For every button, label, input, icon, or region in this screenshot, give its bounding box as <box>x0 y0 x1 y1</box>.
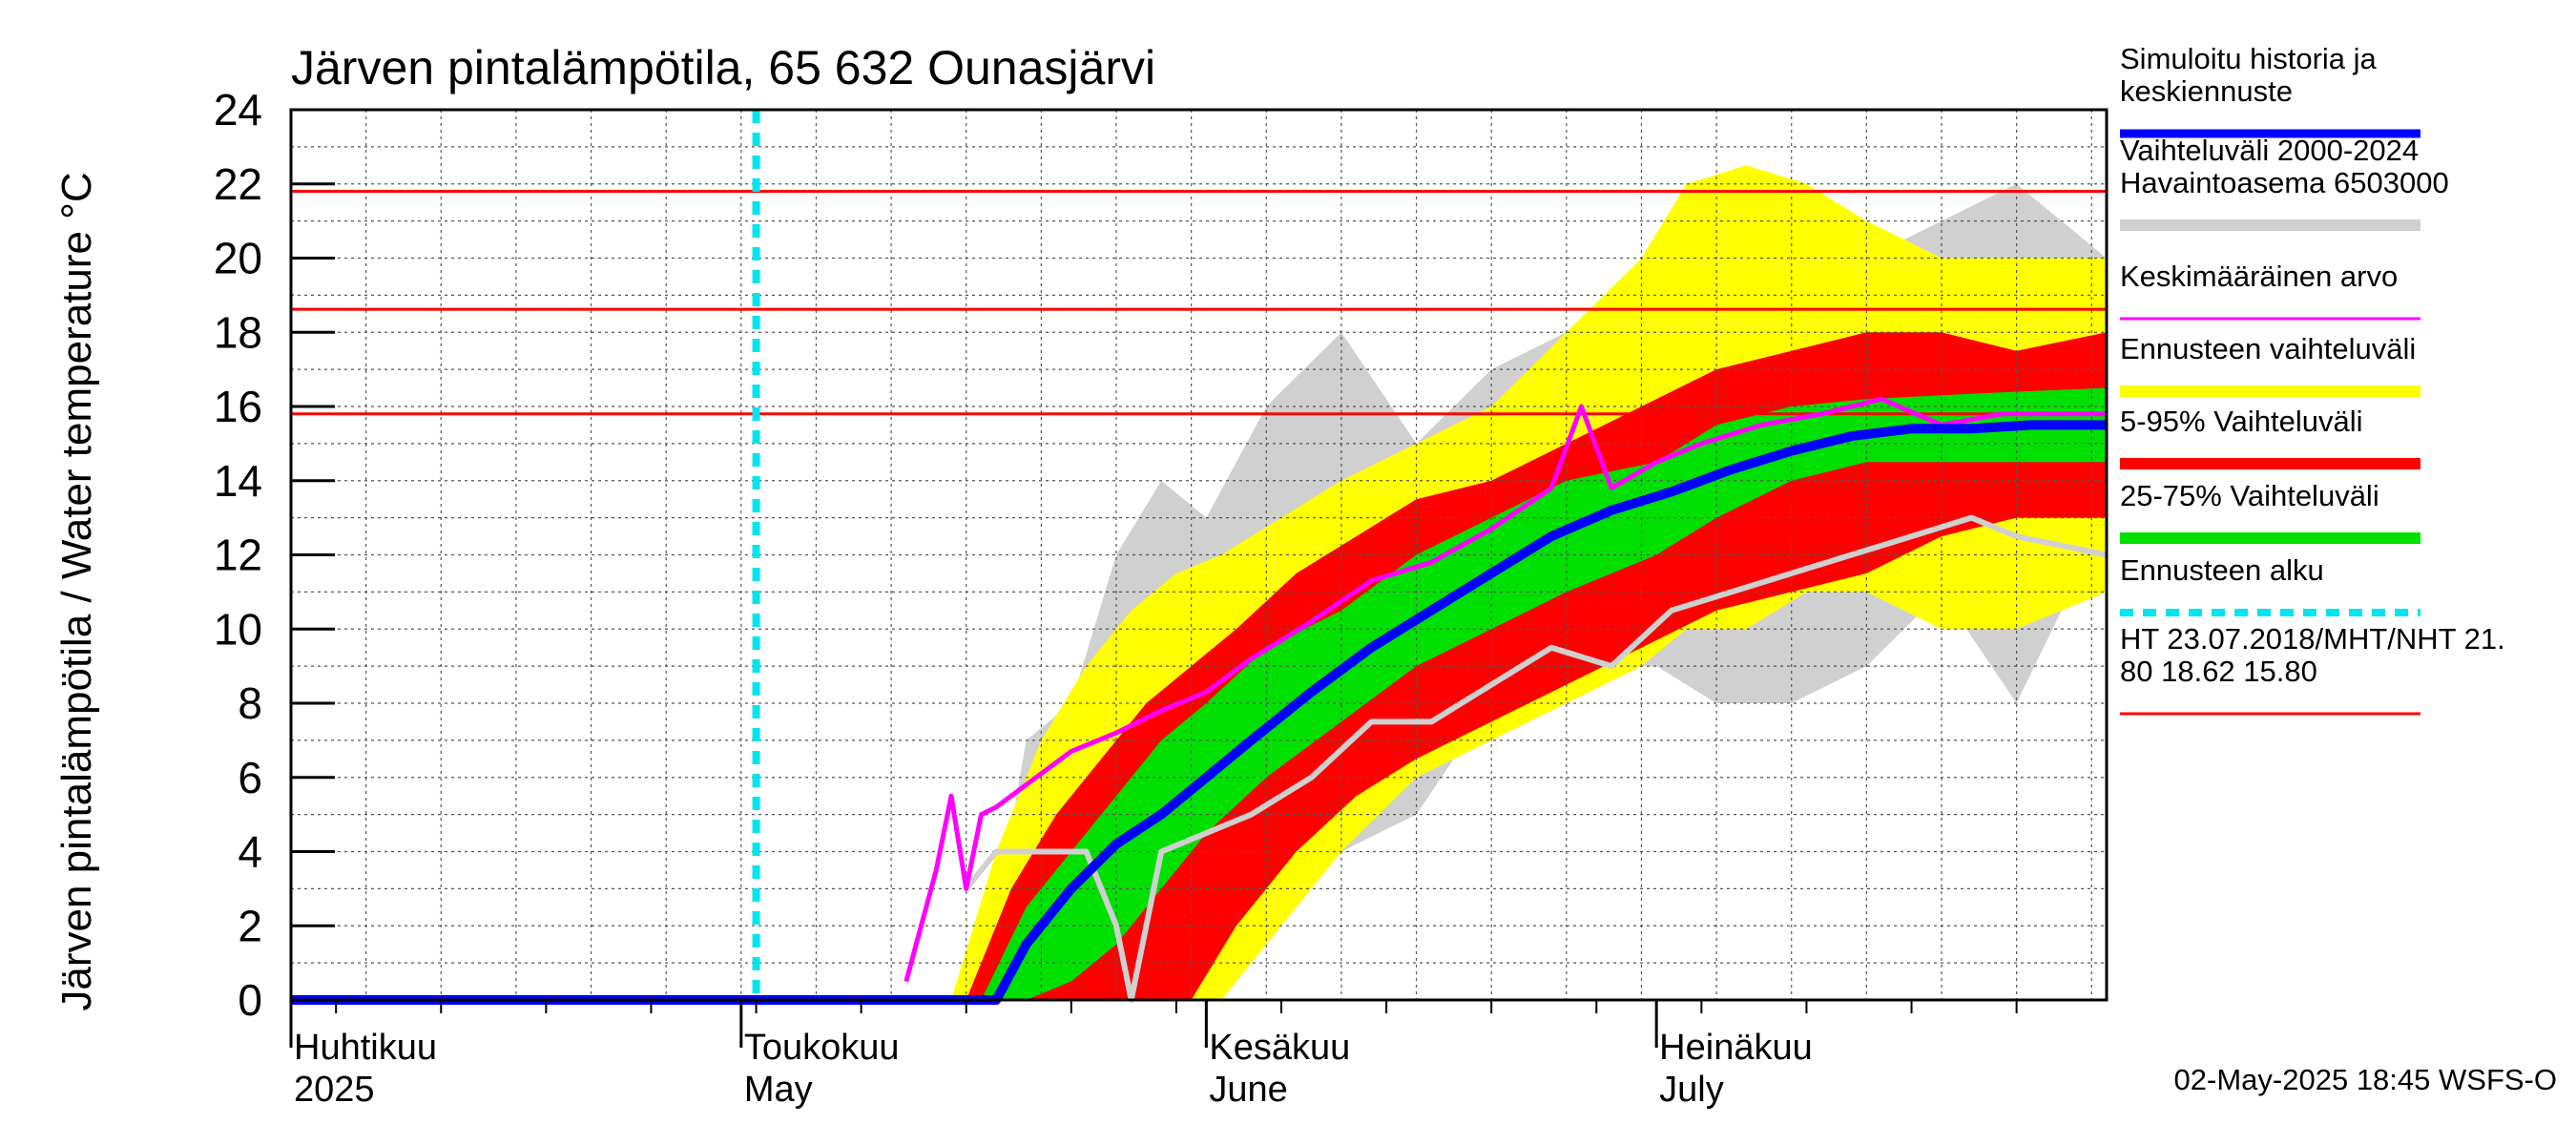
x-month-label-fi: Kesäkuu <box>1209 1028 1350 1068</box>
legend-label-1: Vaihteluväli 2000-2024 <box>2120 134 2419 167</box>
reference-lines <box>291 190 2107 416</box>
y-tick-label: 8 <box>238 678 262 728</box>
series-line-0 <box>964 514 2108 1003</box>
y-tick-label: 2 <box>238 901 262 950</box>
legend-label-3: Ennusteen vaihteluväli <box>2120 332 2416 365</box>
y-tick-label: 12 <box>214 531 262 580</box>
y-tick-label: 16 <box>214 382 262 431</box>
chart-title: Järven pintalämpötila, 65 632 Ounasjärvi <box>291 41 1155 94</box>
x-month-label-en: May <box>744 1070 813 1110</box>
series-line-1 <box>904 396 2107 983</box>
y-tick-label: 4 <box>238 827 262 877</box>
legend-label-7: HT 23.07.2018/MHT/NHT 21. <box>2120 622 2505 656</box>
grid <box>291 110 2107 1000</box>
legend-label-7: 80 18.62 15.80 <box>2120 655 2317 688</box>
x-month-label-en: July <box>1659 1070 1724 1110</box>
legend-label-1: Havaintoasema 6503000 <box>2120 166 2449 199</box>
x-month-label-en: June <box>1209 1070 1287 1110</box>
legend-label-0: keskiennuste <box>2120 74 2293 108</box>
band-2 <box>966 332 2108 1000</box>
y-tick-label: 6 <box>238 753 262 802</box>
y-tick-label: 14 <box>214 456 262 506</box>
legend-label-5: 25-75% Vaihteluväli <box>2120 479 2379 512</box>
legend-label-2: Keskimääräinen arvo <box>2120 260 2398 293</box>
y-tick-label: 22 <box>214 159 262 209</box>
series-line-2 <box>291 420 2107 1005</box>
y-tick-label: 20 <box>214 234 262 283</box>
y-tick-label: 24 <box>214 85 262 135</box>
axes: 024681012141618202224Huhtikuu2025Toukoku… <box>214 85 2109 1110</box>
y-axis-label: Järven pintalämpötila / Water temperatur… <box>53 172 100 1010</box>
y-tick-label: 10 <box>214 604 262 654</box>
y-tick-label: 0 <box>238 975 262 1025</box>
x-month-label-fi: Toukokuu <box>744 1028 900 1068</box>
legend-label-0: Simuloitu historia ja <box>2120 42 2378 75</box>
y-tick-label: 18 <box>214 307 262 357</box>
legend-label-4: 5-95% Vaihteluväli <box>2120 405 2362 438</box>
range-bands <box>951 165 2108 1001</box>
legend-label-6: Ennusteen alku <box>2120 553 2324 587</box>
x-month-label-fi: Huhtikuu <box>294 1028 437 1068</box>
series-lines <box>291 110 2108 1005</box>
x-month-label-en: 2025 <box>294 1070 375 1110</box>
x-month-label-fi: Heinäkuu <box>1659 1028 1813 1068</box>
footer-timestamp: 02-May-2025 18:45 WSFS-O <box>2174 1063 2557 1096</box>
band-3 <box>981 387 2107 1001</box>
